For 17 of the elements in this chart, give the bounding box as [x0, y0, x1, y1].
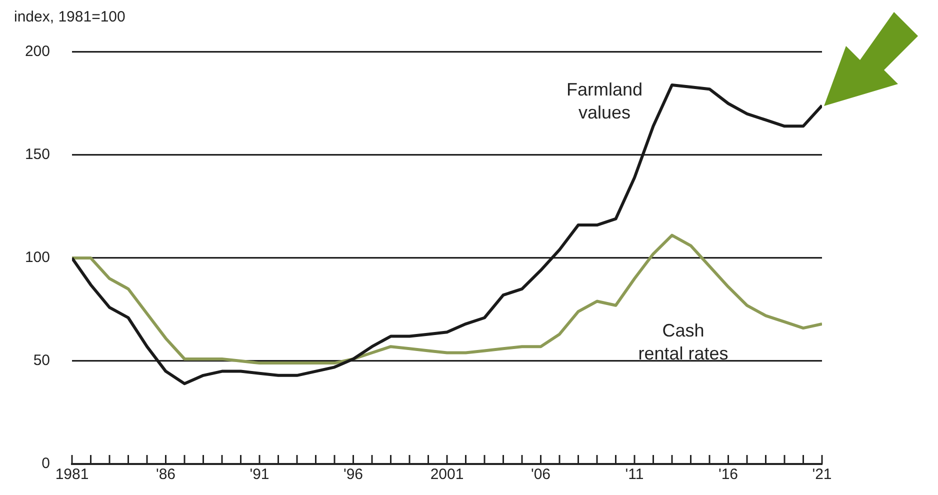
y-tick-label: 150 [24, 146, 50, 164]
x-tick-label: '21 [812, 466, 832, 484]
x-tick-label: '86 [156, 466, 176, 484]
x-tick-label: '06 [530, 466, 551, 484]
x-tick-label: 2001 [430, 466, 464, 484]
y-tick-label: 0 [42, 455, 50, 472]
y-tick-label: 200 [24, 43, 50, 60]
x-tick-label: '96 [343, 466, 364, 484]
x-tick-label: '11 [625, 466, 644, 484]
y-tick-label: 50 [33, 352, 50, 370]
y-tick-label: 100 [24, 249, 50, 266]
series-label: Cash rental rates [638, 320, 728, 364]
series-label: Farmland values [566, 79, 643, 122]
y-axis-title: index, 1981=100 [14, 8, 126, 26]
x-tick-label: '91 [250, 466, 270, 484]
x-tick-label: 1981 [55, 466, 89, 484]
x-tick-label: '16 [718, 466, 738, 484]
